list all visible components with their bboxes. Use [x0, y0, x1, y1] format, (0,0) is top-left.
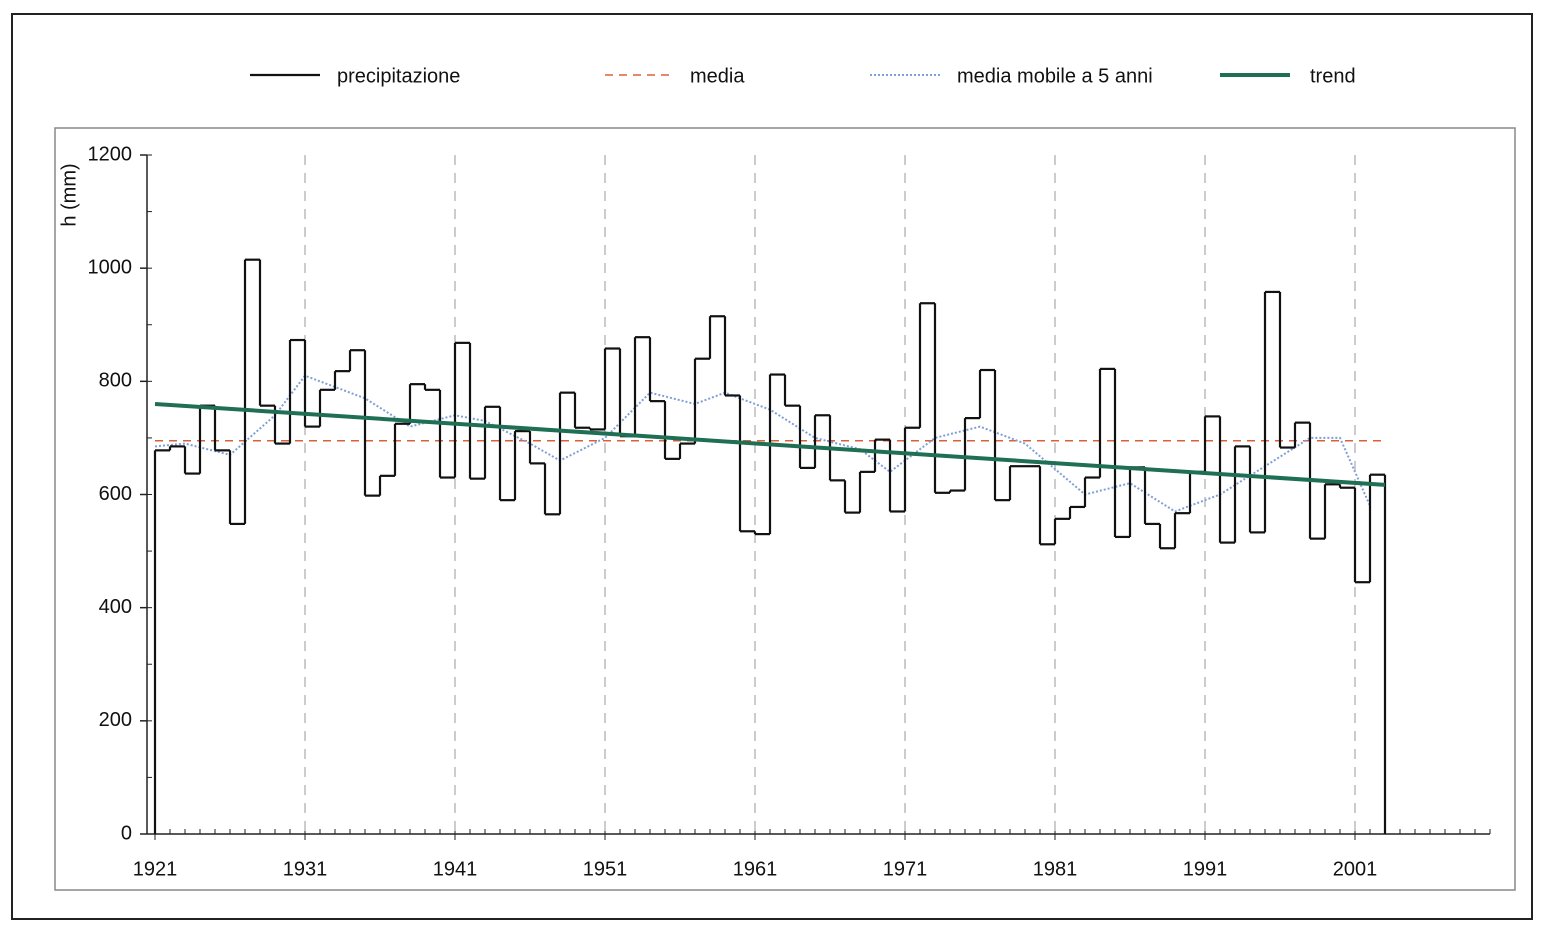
x-tick-label: 1941: [433, 858, 478, 880]
x-tick-label: 1931: [283, 858, 328, 880]
x-tick-label: 1991: [1183, 858, 1228, 880]
y-tick-label: 400: [99, 596, 132, 618]
legend-label: media mobile a 5 anni: [957, 65, 1153, 87]
y-tick-label: 0: [121, 822, 132, 844]
plot-frame: [54, 127, 1516, 891]
x-tick-label: 2001: [1333, 858, 1378, 880]
series-line: [154, 401, 1386, 487]
x-tick-label: 1971: [883, 858, 928, 880]
x-tick-label: 1921: [133, 858, 178, 880]
x-tick-label: 1951: [583, 858, 628, 880]
y-tick-label: 200: [99, 709, 132, 731]
y-tick-label: 600: [99, 483, 132, 505]
series-line: [154, 374, 1371, 513]
y-tick-label: 1000: [88, 256, 133, 278]
outer-frame: [11, 13, 1533, 920]
legend-label: media: [690, 65, 745, 87]
legend: precipitazione media media mobile a 5 anni…: [250, 65, 1356, 87]
legend-label: trend: [1310, 65, 1356, 87]
legend-label: precipitazione: [337, 65, 460, 87]
x-tick-label: 1961: [733, 858, 778, 880]
y-tick-label: 800: [99, 370, 132, 392]
x-tick-label: 1981: [1033, 858, 1078, 880]
y-tick-label: 1200: [88, 143, 133, 165]
y-axis-label: h (mm): [58, 163, 80, 226]
